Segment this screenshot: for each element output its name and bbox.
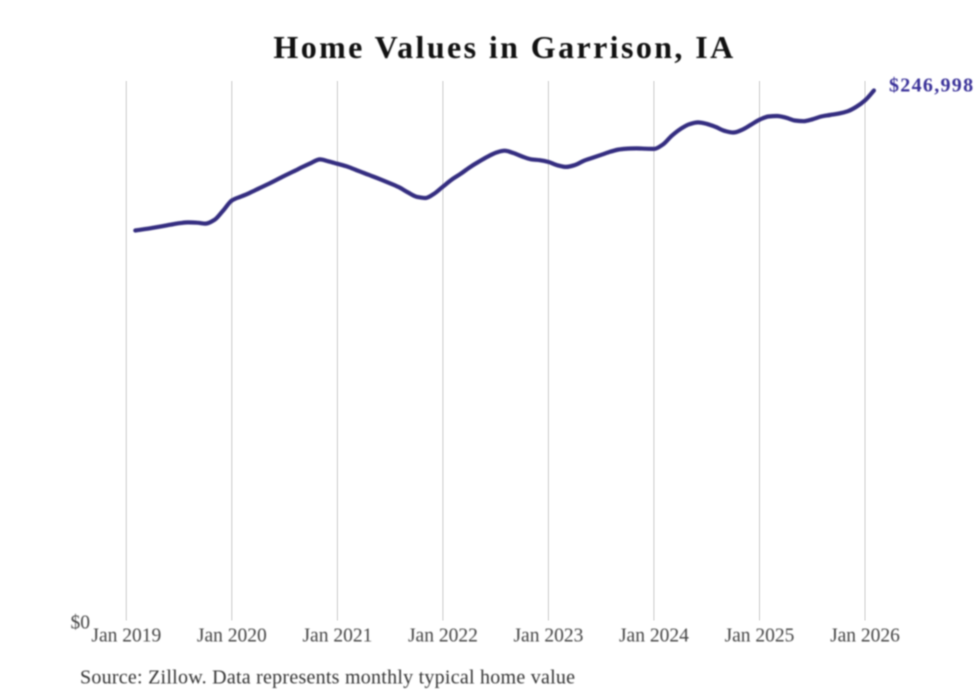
svg-text:Jan 2022: Jan 2022 [408,626,478,647]
svg-text:Jan 2023: Jan 2023 [513,626,583,647]
svg-text:$0: $0 [71,613,91,634]
svg-text:Jan 2020: Jan 2020 [197,626,267,647]
svg-text:Source: Zillow. Data represent: Source: Zillow. Data represents monthly … [80,667,575,689]
svg-text:Jan 2026: Jan 2026 [830,626,900,647]
svg-text:Jan 2024: Jan 2024 [619,626,689,647]
svg-text:Jan 2025: Jan 2025 [725,626,795,647]
svg-text:Jan 2019: Jan 2019 [91,626,161,647]
svg-text:$246,998: $246,998 [889,74,974,96]
svg-text:Jan 2021: Jan 2021 [302,626,372,647]
svg-text:Home Values in Garrison, IA: Home Values in Garrison, IA [273,29,735,65]
